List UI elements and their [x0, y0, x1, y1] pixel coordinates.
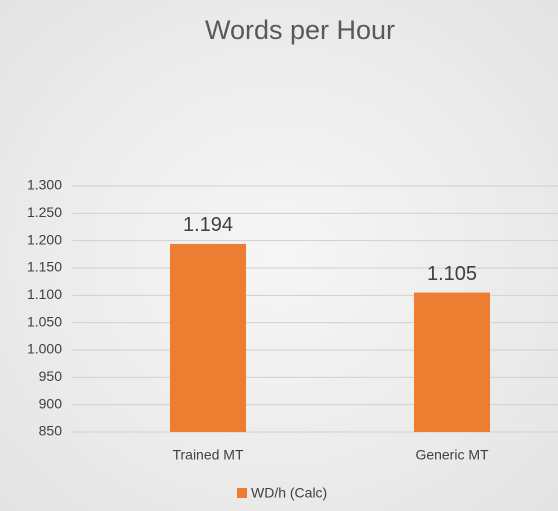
bar — [414, 292, 490, 432]
y-tick-label: 1.300 — [27, 177, 62, 193]
y-tick-label: 1.250 — [27, 204, 62, 220]
y-tick-label: 900 — [39, 395, 63, 411]
y-tick-label: 1.100 — [27, 286, 62, 302]
y-tick-label: 850 — [39, 423, 63, 439]
legend-swatch — [237, 488, 247, 498]
chart-title: Words per Hour — [205, 15, 395, 45]
data-label: 1.105 — [427, 263, 477, 285]
y-tick-label: 1.150 — [27, 259, 62, 275]
data-label: 1.194 — [183, 214, 233, 236]
y-tick-label: 1.200 — [27, 231, 62, 247]
y-tick-label: 1.050 — [27, 313, 62, 329]
y-tick-label: 950 — [39, 368, 63, 384]
legend-label: WD/h (Calc) — [251, 485, 327, 501]
y-tick-label: 1.000 — [27, 341, 62, 357]
x-tick-label: Trained MT — [172, 447, 244, 463]
x-tick-label: Generic MT — [415, 447, 489, 463]
bar — [170, 243, 246, 432]
